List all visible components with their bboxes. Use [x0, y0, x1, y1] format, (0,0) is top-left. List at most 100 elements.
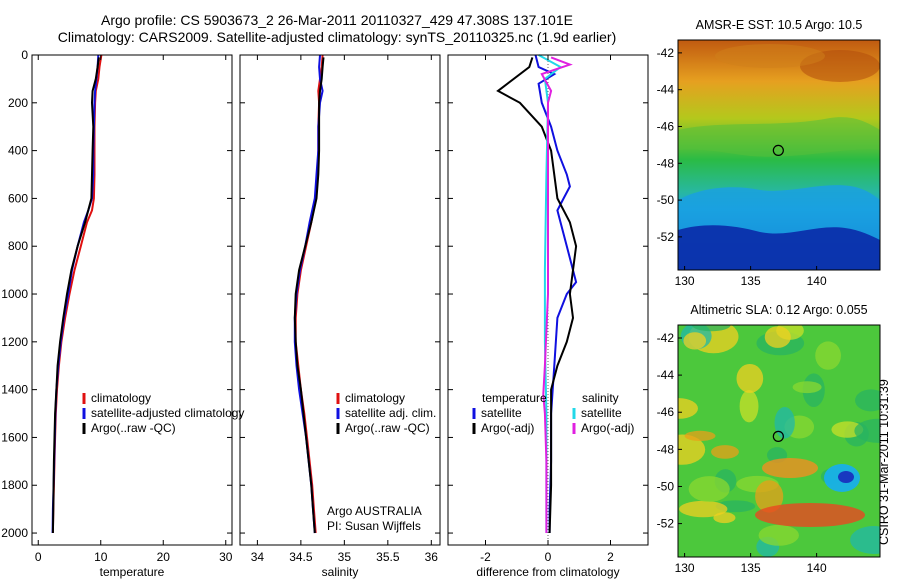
- sst-map: 130 135 140 -42 -44 -46 -48 -50 -52: [657, 39, 881, 288]
- sla-eddy-core: [838, 471, 854, 483]
- sst-green-band: [678, 117, 880, 157]
- sla-high-band: [755, 503, 865, 527]
- x-axis-label: difference from climatology: [476, 565, 619, 579]
- sla-blob: [792, 381, 822, 394]
- x-tick-label: 30: [219, 550, 233, 564]
- y-tick-label: -44: [657, 368, 675, 382]
- sla-blob: [692, 325, 731, 332]
- series-line: [51, 54, 100, 534]
- legend-heading: temperature: [482, 391, 547, 405]
- x-tick-label: 130: [675, 274, 695, 288]
- annotation-text: Argo AUSTRALIA: [327, 504, 422, 518]
- annotation-text: PI: Susan Wijffels: [327, 519, 421, 533]
- sla-blob: [850, 526, 880, 554]
- y-tick-label: 0: [21, 48, 28, 62]
- argo-location-marker: [772, 430, 784, 442]
- series-line: [293, 57, 325, 534]
- x-tick-label: 10: [94, 550, 108, 564]
- legend-label: satellite: [581, 406, 622, 420]
- y-tick-label: -46: [657, 405, 675, 419]
- sla-blob: [684, 430, 716, 442]
- sst-warm-patch: [715, 44, 825, 68]
- panel-temperature: 0 10 20 30 0 200 400 600 800 1000 1200 1400 1600 1800…: [1, 48, 232, 579]
- y-tick-label: 1200: [1, 335, 28, 349]
- sla-blob: [739, 390, 759, 423]
- legend-label: climatology: [91, 391, 151, 405]
- y-tick-label: -42: [657, 46, 675, 60]
- sst-map-title: AMSR-E SST: 10.5 Argo: 10.5: [695, 18, 863, 32]
- legend-label: Argo(..raw -QC): [345, 421, 430, 435]
- y-tick-label: -48: [657, 442, 675, 456]
- sla-blob: [678, 434, 706, 465]
- x-tick-label: 140: [807, 274, 827, 288]
- x-tick-label: 35: [338, 550, 352, 564]
- y-tick-label: -42: [657, 331, 675, 345]
- series-line: [534, 54, 578, 533]
- sla-blob: [736, 363, 764, 393]
- y-tick-label: 1600: [1, 430, 28, 444]
- x-tick-label: -2: [480, 550, 491, 564]
- legend-difference: temperaturesatelliteArgo(-adj)salinitysa…: [472, 391, 634, 435]
- sla-blob: [764, 326, 791, 348]
- panel-frame: [239, 54, 441, 546]
- figure-title-1: Argo profile: CS 5903673_2 26-Mar-2011 2…: [101, 12, 573, 28]
- sla-blob: [755, 480, 784, 513]
- x-tick-label: 35.5: [376, 550, 400, 564]
- y-tick-label: 600: [8, 191, 28, 205]
- sla-blob: [683, 332, 707, 350]
- sla-blob: [711, 445, 739, 459]
- y-tick-label: -52: [657, 230, 675, 244]
- legend-label: satellite-adjusted climatology: [91, 406, 244, 420]
- figure-title-2: Climatology: CARS2009. Satellite-adjuste…: [57, 29, 617, 45]
- sla-blob: [713, 512, 736, 524]
- sla-blob: [758, 524, 799, 546]
- sla-blob: [678, 398, 698, 419]
- x-tick-label: 0: [545, 550, 552, 564]
- legend-label: Argo(..raw -QC): [91, 421, 176, 435]
- series-line: [51, 57, 100, 534]
- x-tick-label: 135: [741, 561, 761, 575]
- sla-blob: [688, 476, 730, 502]
- y-tick-label: 400: [8, 144, 28, 158]
- x-tick-label: 135: [741, 274, 761, 288]
- x-tick-label: 130: [675, 561, 695, 575]
- y-tick-label: 800: [8, 239, 28, 253]
- x-tick-label: 140: [807, 561, 827, 575]
- sla-blob: [679, 500, 728, 518]
- y-tick-label: 1400: [1, 383, 28, 397]
- y-tick-label: -48: [657, 156, 675, 170]
- series-line: [496, 57, 578, 534]
- map-frame: [677, 39, 881, 271]
- sla-blob: [854, 418, 880, 443]
- y-tick-label: 1800: [1, 478, 28, 492]
- x-tick-label: 0: [35, 550, 42, 564]
- y-tick-label: -50: [657, 479, 675, 493]
- legend-label: satellite: [481, 406, 522, 420]
- legend-label: Argo(-adj): [481, 421, 534, 435]
- y-tick-label: -44: [657, 83, 675, 97]
- x-tick-label: 2: [607, 550, 614, 564]
- sla-blob: [815, 341, 841, 370]
- x-axis-label: salinity: [322, 565, 359, 579]
- panel-frame: [31, 54, 233, 546]
- sla-blob: [855, 389, 880, 412]
- sla-blob: [774, 407, 795, 439]
- y-tick-label: 1000: [1, 287, 28, 301]
- map-field: [678, 40, 880, 270]
- legend-label: climatology: [345, 391, 405, 405]
- legend-label: satellite adj. clim.: [345, 406, 436, 420]
- sla-map-title: Altimetric SLA: 0.12 Argo: 0.055: [690, 303, 868, 317]
- sst-deep-cold: [678, 225, 880, 270]
- y-tick-label: 2000: [1, 526, 28, 540]
- map-frame: [677, 324, 881, 558]
- series-line: [540, 56, 573, 533]
- x-tick-label: 20: [157, 550, 171, 564]
- x-tick-label: 36: [425, 550, 439, 564]
- sla-high-patch: [762, 458, 818, 478]
- sla-map: 130 135 140 -42 -44 -46 -48 -50 -52: [657, 324, 881, 575]
- map-field: [678, 325, 880, 557]
